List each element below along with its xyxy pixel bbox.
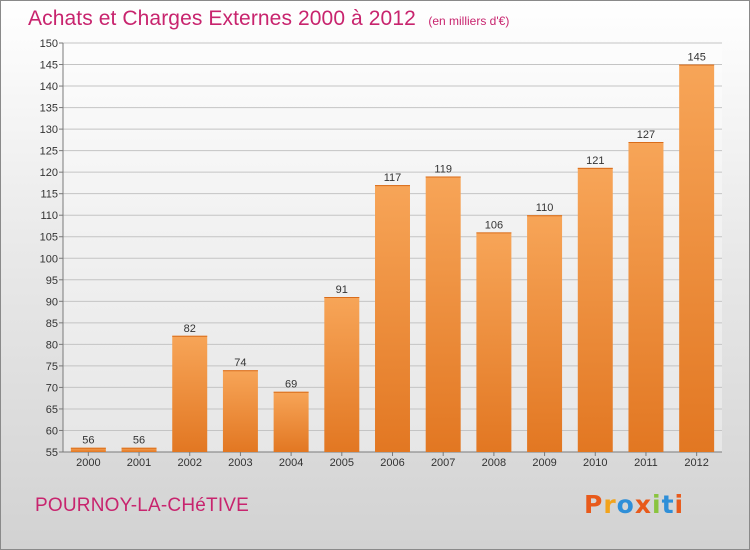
title-block: Achats et Charges Externes 2000 à 2012 (… bbox=[28, 7, 509, 31]
x-tick-label: 2010 bbox=[583, 457, 607, 469]
logo-letter: t bbox=[661, 490, 675, 519]
x-tick-label: 2005 bbox=[330, 457, 354, 469]
x-tick-label: 2012 bbox=[684, 457, 708, 469]
y-tick-label: 145 bbox=[40, 60, 58, 72]
y-tick-label: 120 bbox=[40, 167, 58, 179]
bar-value-label: 69 bbox=[285, 379, 297, 391]
y-tick-label: 55 bbox=[46, 447, 58, 459]
bar bbox=[679, 64, 715, 453]
bar-value-label: 82 bbox=[184, 323, 196, 335]
logo-letter: P bbox=[584, 490, 604, 519]
chart-subtitle: (en milliers d'€) bbox=[428, 14, 510, 28]
y-tick-label: 60 bbox=[46, 425, 58, 437]
x-tick-label: 2002 bbox=[177, 457, 201, 469]
bar-value-label: 56 bbox=[82, 435, 94, 447]
bar bbox=[628, 142, 664, 452]
x-tick-label: 2003 bbox=[228, 457, 252, 469]
x-tick-label: 2011 bbox=[634, 457, 658, 469]
x-tick-label: 2000 bbox=[76, 457, 100, 469]
logo-letter: x bbox=[634, 490, 652, 519]
y-tick-label: 110 bbox=[40, 210, 58, 222]
bar bbox=[375, 185, 410, 453]
y-tick-label: 140 bbox=[40, 81, 58, 93]
bar bbox=[172, 335, 208, 452]
bar-value-label: 106 bbox=[485, 219, 503, 231]
bar-value-label: 91 bbox=[336, 284, 348, 296]
bar bbox=[577, 167, 613, 452]
x-tick-label: 2009 bbox=[532, 457, 556, 469]
y-tick-label: 105 bbox=[40, 232, 58, 244]
y-tick-label: 85 bbox=[46, 318, 58, 330]
x-tick-label: 2004 bbox=[279, 457, 303, 469]
x-tick-label: 2006 bbox=[380, 457, 404, 469]
logo-letter: r bbox=[603, 490, 617, 519]
y-tick-label: 65 bbox=[46, 404, 58, 416]
bar bbox=[425, 176, 461, 452]
y-tick-label: 150 bbox=[40, 38, 58, 50]
bar bbox=[476, 232, 512, 452]
y-tick-label: 75 bbox=[46, 361, 58, 373]
x-tick-label: 2001 bbox=[127, 457, 151, 469]
bar-value-label: 74 bbox=[234, 357, 246, 369]
bar-value-label: 56 bbox=[133, 435, 145, 447]
proxiti-logo: Proxiti bbox=[584, 490, 684, 519]
bar bbox=[527, 215, 563, 452]
y-tick-label: 95 bbox=[46, 275, 58, 287]
logo-letter: o bbox=[616, 490, 635, 519]
bar bbox=[121, 447, 157, 452]
logo-letter: i bbox=[674, 490, 685, 519]
bar-value-label: 110 bbox=[536, 202, 554, 214]
bar bbox=[273, 391, 309, 452]
bar-value-label: 127 bbox=[637, 129, 655, 141]
y-tick-label: 90 bbox=[46, 296, 58, 308]
bar-value-label: 145 bbox=[687, 52, 705, 64]
chart-title: Achats et Charges Externes 2000 à 2012 bbox=[28, 7, 416, 30]
bar-value-label: 117 bbox=[384, 172, 402, 184]
bar bbox=[222, 370, 258, 452]
y-tick-label: 80 bbox=[46, 339, 58, 351]
x-tick-label: 2008 bbox=[482, 457, 506, 469]
bar bbox=[70, 447, 106, 452]
bar-value-label: 121 bbox=[586, 155, 604, 167]
y-tick-label: 100 bbox=[40, 253, 58, 265]
logo-letter: i bbox=[652, 490, 662, 519]
y-tick-label: 115 bbox=[40, 189, 58, 201]
y-tick-label: 130 bbox=[40, 124, 58, 136]
x-tick-label: 2007 bbox=[431, 457, 455, 469]
bar-value-label: 119 bbox=[434, 163, 452, 175]
y-tick-label: 70 bbox=[46, 382, 58, 394]
bar bbox=[324, 297, 360, 452]
y-tick-label: 135 bbox=[40, 103, 58, 115]
commune-name: POURNOY-LA-CHéTIVE bbox=[35, 495, 250, 516]
y-tick-label: 125 bbox=[40, 146, 58, 158]
